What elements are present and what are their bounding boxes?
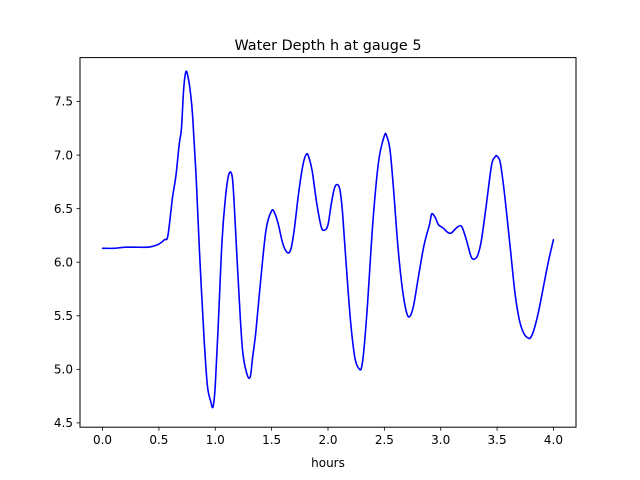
plot-area-frame [79, 57, 577, 428]
y-tick-label: 5.5 [54, 309, 73, 323]
y-tick-label: 7.0 [54, 148, 73, 162]
chart-title: Water Depth h at gauge 5 [234, 38, 421, 54]
plot-layer [101, 70, 555, 409]
x-tick-label: 1.0 [206, 433, 225, 447]
y-axis: 4.5 5.0 5.5 6.0 6.5 7.0 7.5 [54, 95, 80, 430]
x-tick-label: 0.5 [149, 433, 168, 447]
x-tick-label: 2.5 [375, 433, 394, 447]
water-depth-series-line [101, 70, 555, 409]
x-tick-label: 1.5 [262, 433, 281, 447]
y-tick-label: 4.5 [54, 416, 73, 430]
y-tick-label: 7.5 [54, 95, 73, 109]
x-tick-label: 4.0 [544, 433, 563, 447]
x-axis-label: hours [311, 456, 345, 470]
x-tick-label: 0.0 [93, 433, 112, 447]
x-axis: 0.0 0.5 1.0 1.5 2.0 2.5 3.0 3.5 4.0 [93, 427, 563, 447]
y-tick-label: 6.0 [54, 255, 73, 269]
x-tick-label: 3.0 [431, 433, 450, 447]
y-tick-label: 6.5 [54, 202, 73, 216]
y-tick-label: 5.0 [54, 363, 73, 377]
x-tick-label: 2.0 [318, 433, 337, 447]
x-tick-label: 3.5 [488, 433, 507, 447]
